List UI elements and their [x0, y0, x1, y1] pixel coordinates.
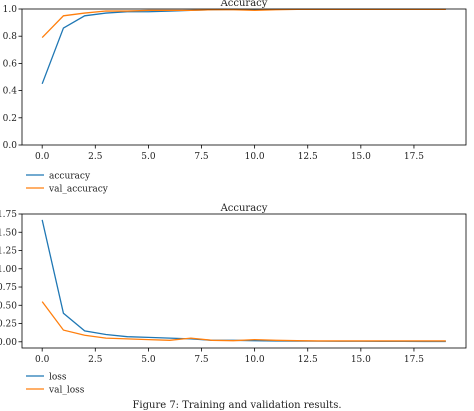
- y-tick-label: 1.75: [0, 210, 17, 220]
- x-tick-label: 15.0: [351, 152, 371, 162]
- y-tick-label: 1.00: [0, 265, 17, 275]
- x-tick-label: 17.5: [404, 152, 424, 162]
- x-tick-label: 12.5: [298, 152, 318, 162]
- plot-frame: [21, 8, 467, 146]
- chart-panel-2: Accuracy 0.0 2.5 5.0 7.5 10.0 12.5 15.0 17.5 0.00…: [0, 203, 467, 396]
- series-line-accuracy: [41, 8, 446, 85]
- plot-frame: [21, 213, 467, 349]
- figure-caption: Figure 7: Training and validation result…: [132, 400, 341, 411]
- x-tick-label: 10.0: [245, 152, 265, 162]
- y-tick-label: 1.50: [0, 228, 17, 238]
- x-tick-label: 2.5: [88, 152, 103, 162]
- y-tick-label: 0.4: [3, 87, 18, 97]
- y-tick-label: 0.0: [3, 141, 18, 151]
- series-line-val_accuracy: [41, 8, 446, 39]
- x-tick-label: 0.0: [35, 355, 50, 365]
- x-tick-label: 2.5: [88, 355, 103, 365]
- y-tick-label: 0.50: [0, 301, 17, 311]
- x-tick-label: 10.0: [245, 355, 265, 365]
- x-tick-label: 12.5: [298, 355, 318, 365]
- y-tick-label: 0.6: [3, 59, 18, 69]
- chart-title: Accuracy: [220, 203, 268, 214]
- x-tick-label: 0.0: [35, 152, 50, 162]
- legend-label-val_accuracy: val_accuracy: [48, 185, 109, 195]
- x-tick-label: 15.0: [351, 355, 371, 365]
- series-line-val_loss: [41, 301, 446, 342]
- legend-label-val_loss: val_loss: [48, 386, 85, 396]
- y-tick-label: 0.75: [0, 283, 17, 293]
- x-tick-label: 7.5: [194, 355, 209, 365]
- y-tick-label: 0.8: [3, 32, 18, 42]
- series-line-loss: [41, 219, 446, 343]
- chart-panel-1: Accuracy 0.0 2.5 5.0 7.5 10.0 12.5 15.0 17.5 0.0 0…: [3, 0, 467, 195]
- y-tick-label: 0.25: [0, 320, 17, 330]
- x-tick-label: 5.0: [141, 152, 156, 162]
- y-tick-label: 0.00: [0, 338, 17, 348]
- y-tick-label: 1.25: [0, 247, 17, 257]
- chart-title: Accuracy: [220, 0, 268, 9]
- y-tick-label: 1.0: [3, 5, 18, 15]
- legend-label-loss: loss: [49, 373, 67, 383]
- x-tick-label: 17.5: [404, 355, 424, 365]
- x-tick-label: 5.0: [141, 355, 156, 365]
- x-tick-label: 7.5: [194, 152, 209, 162]
- y-tick-label: 0.2: [3, 114, 17, 124]
- legend-label-accuracy: accuracy: [49, 172, 91, 182]
